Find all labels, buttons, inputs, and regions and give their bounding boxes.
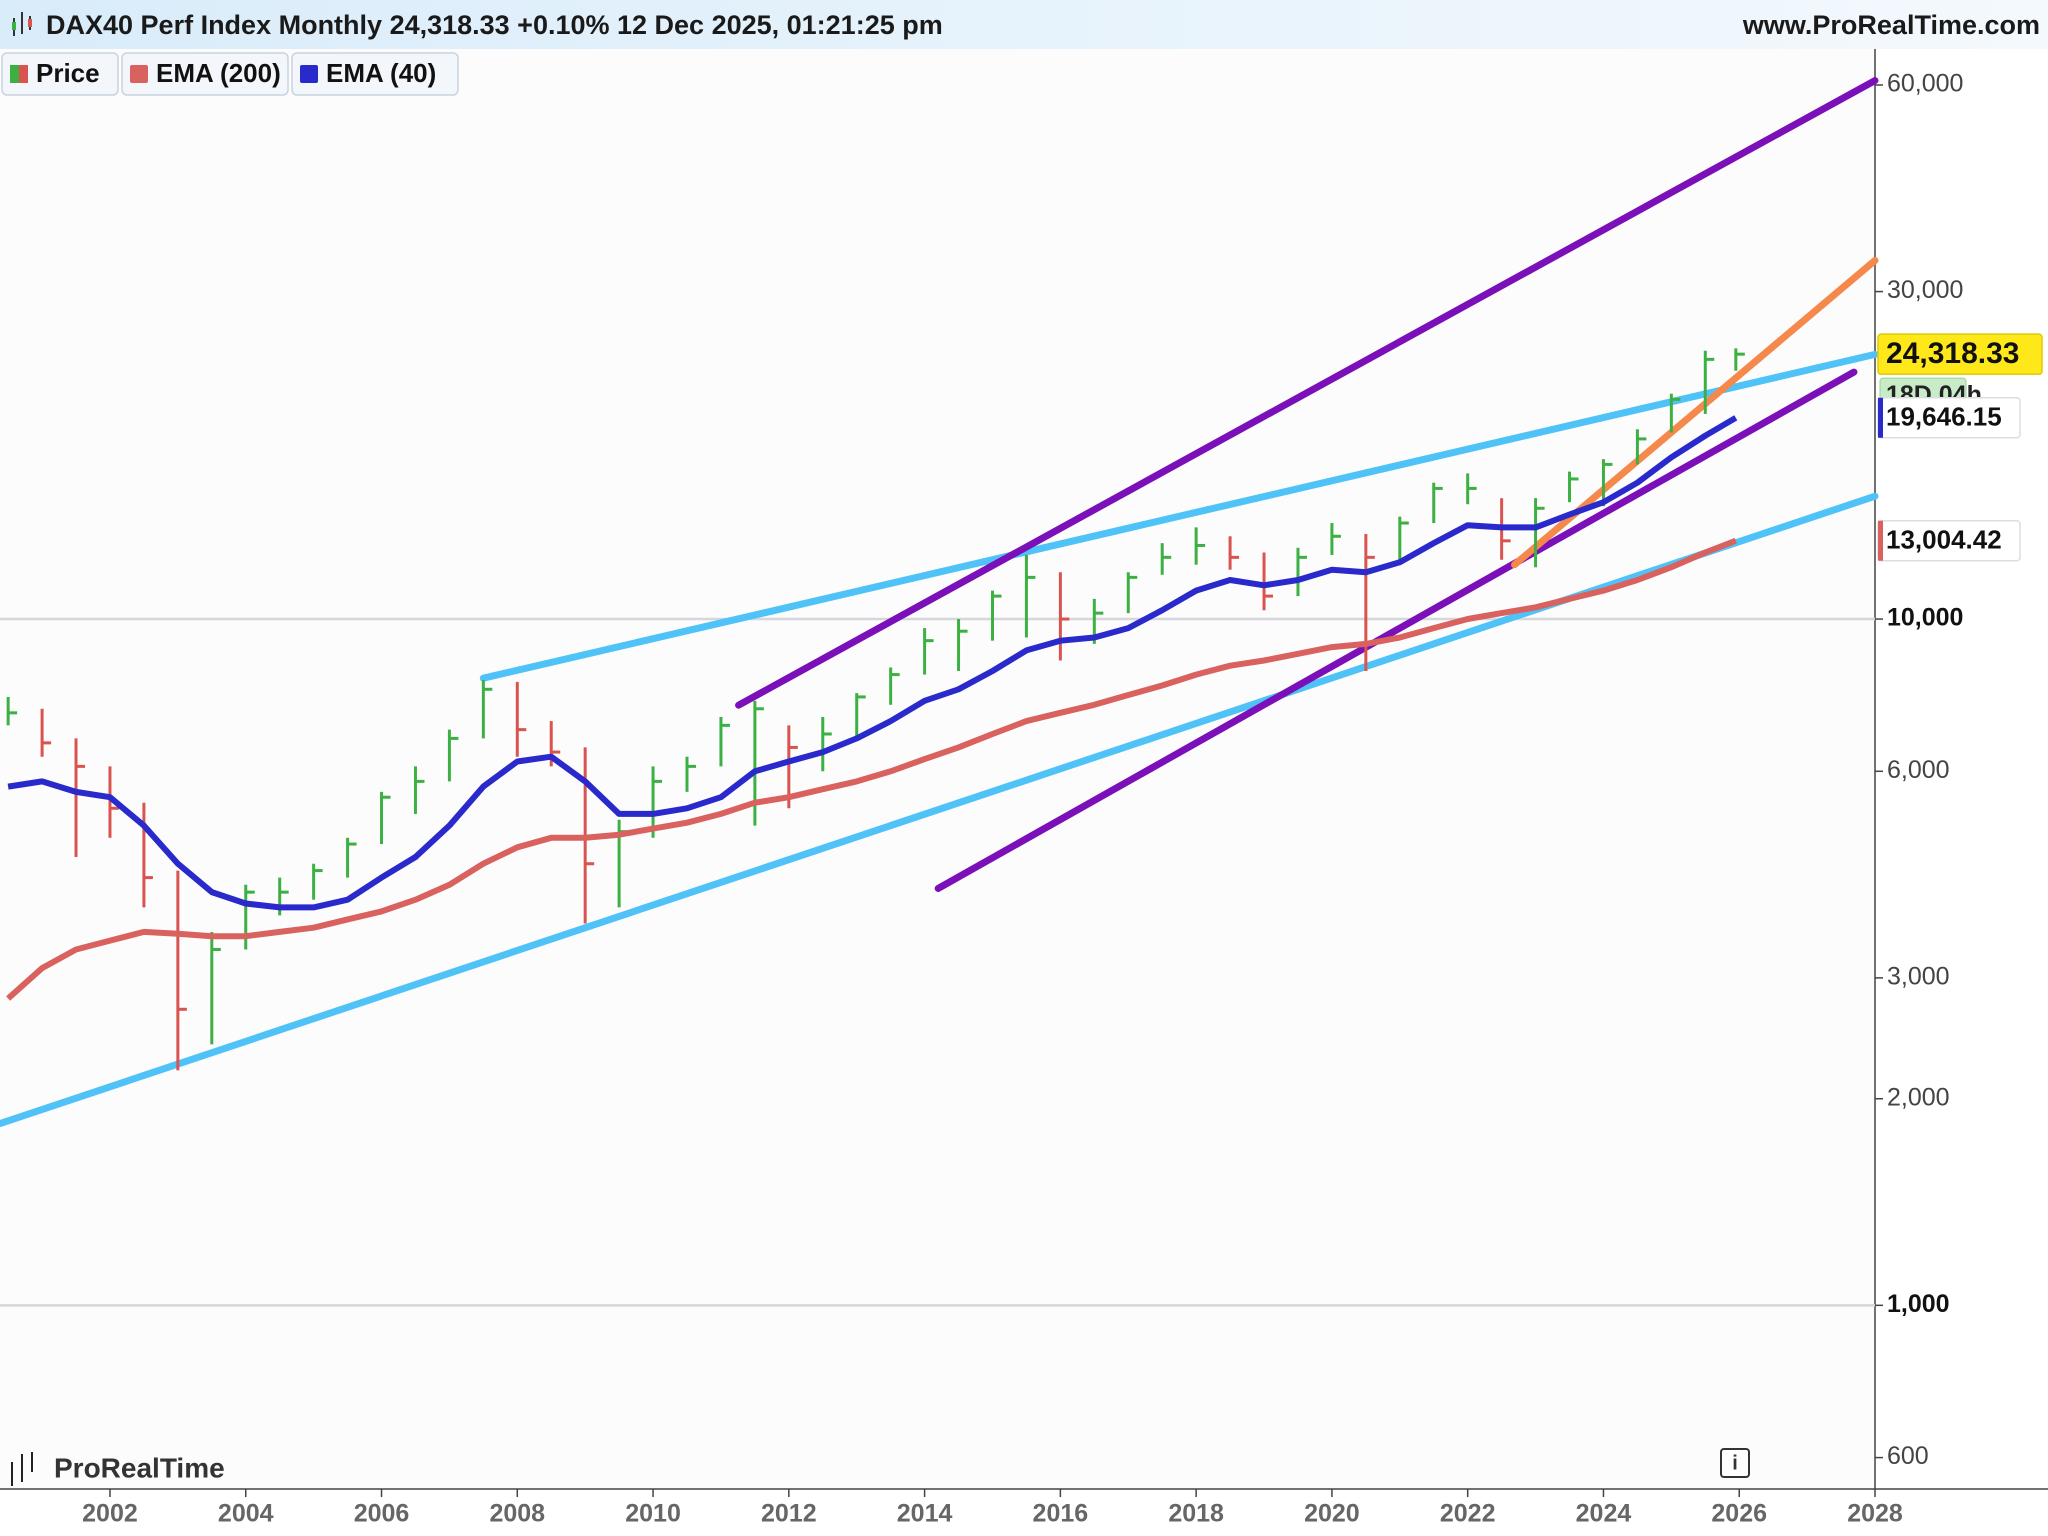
price-label: 19,646.15 xyxy=(1886,402,2002,432)
x-tick-label: 2010 xyxy=(625,1500,681,1528)
price-label: 13,004.42 xyxy=(1886,525,2002,555)
legend-label: Price xyxy=(36,58,100,88)
source-link[interactable]: www.ProRealTime.com xyxy=(1742,10,2040,40)
header-icon xyxy=(12,12,32,36)
x-tick-label: 2004 xyxy=(218,1500,274,1528)
x-tick-label: 2008 xyxy=(489,1500,545,1528)
x-tick-label: 2018 xyxy=(1168,1500,1224,1528)
legend-button[interactable]: Price xyxy=(1,52,119,96)
ema-line xyxy=(6,537,1737,1001)
y-tick-label: 30,000 xyxy=(1887,276,1963,304)
price-label-box xyxy=(1877,333,2043,375)
chart-title: DAX40 Perf Index Monthly 24,318.33 +0.10… xyxy=(46,10,943,40)
x-tick-label: 2022 xyxy=(1440,1500,1496,1528)
y-tick-label: 10,000 xyxy=(1887,604,1963,632)
info-button[interactable]: i xyxy=(1720,1448,1750,1478)
y-tick-label: 1,000 xyxy=(1887,1290,1950,1318)
x-tick-label: 2016 xyxy=(1033,1500,1089,1528)
price-label: 24,318.33 xyxy=(1886,337,2019,370)
x-tick-label: 2020 xyxy=(1304,1500,1360,1528)
legend-box xyxy=(1,52,119,96)
x-tick-label: 2006 xyxy=(354,1500,410,1528)
trendline xyxy=(735,77,1879,709)
x-tick-label: 2028 xyxy=(1847,1500,1903,1528)
trendline xyxy=(934,368,1858,892)
y-tick-label: 2,000 xyxy=(1887,1083,1950,1111)
plot-area xyxy=(0,49,1875,1489)
x-tick-label: 2024 xyxy=(1576,1500,1632,1528)
y-tick-label: 3,000 xyxy=(1887,962,1950,990)
legend-swatch xyxy=(300,65,318,83)
ema-line xyxy=(7,415,1738,911)
legend-box xyxy=(121,52,289,96)
x-tick-label: 2014 xyxy=(897,1500,953,1528)
watermark: ProRealTime xyxy=(54,1452,225,1483)
trendline xyxy=(479,350,1879,682)
legend-label: EMA (40) xyxy=(326,58,436,88)
legend-swatch xyxy=(10,65,19,83)
watermark-icon xyxy=(11,1452,33,1486)
plot-layer xyxy=(0,77,1879,1307)
legend-button[interactable]: EMA (200) xyxy=(121,52,289,96)
price-label-edge xyxy=(1878,520,1883,561)
legend-label: EMA (200) xyxy=(156,58,281,88)
y-tick-label: 600 xyxy=(1887,1442,1929,1470)
legend-swatch xyxy=(19,65,28,83)
legend-button[interactable]: EMA (40) xyxy=(291,52,459,96)
x-tick-label: 2002 xyxy=(82,1500,138,1528)
header-bar xyxy=(0,0,2048,49)
y-tick-label: 60,000 xyxy=(1887,70,1963,98)
legend-box xyxy=(291,52,459,96)
y-tick-label: 6,000 xyxy=(1887,756,1950,784)
x-tick-label: 2012 xyxy=(761,1500,817,1528)
price-label-edge xyxy=(1878,397,1883,438)
x-tick-label: 2026 xyxy=(1711,1500,1767,1528)
legend-swatch xyxy=(130,65,148,83)
svg-text:i: i xyxy=(1732,1452,1738,1474)
